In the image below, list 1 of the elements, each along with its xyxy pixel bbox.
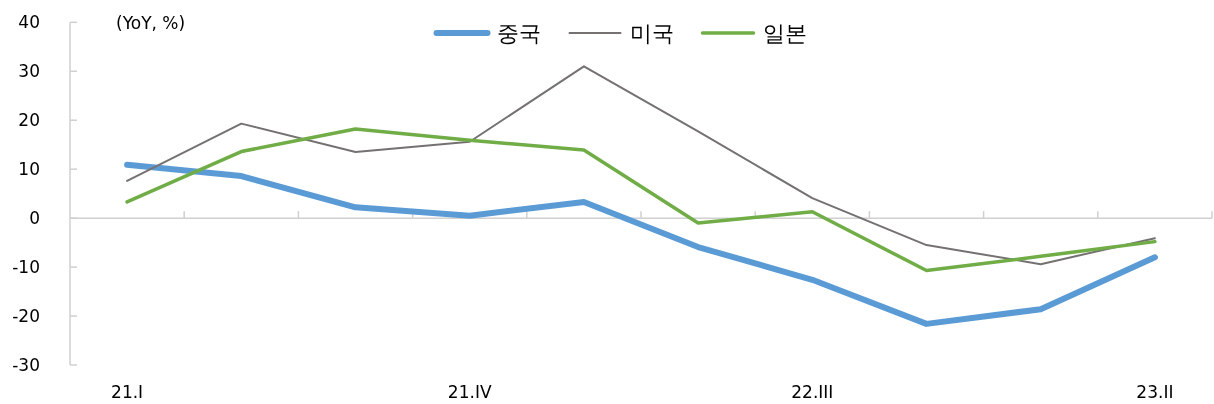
ylabel: (YoY, %) xyxy=(116,13,186,33)
